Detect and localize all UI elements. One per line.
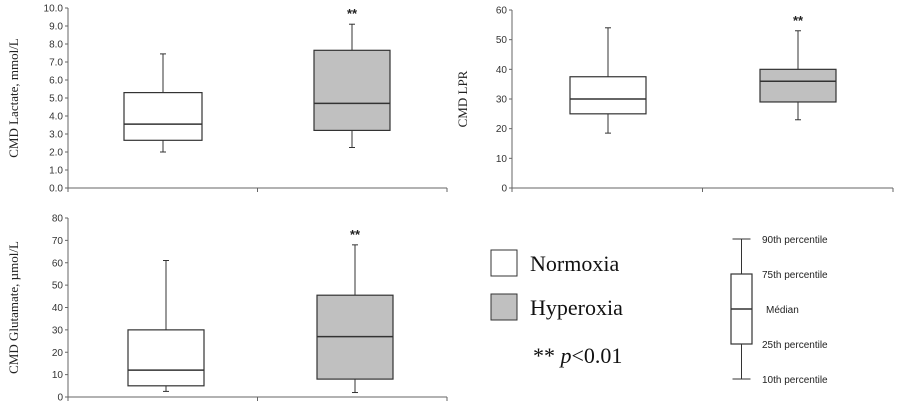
y-tick-label: 50	[496, 35, 508, 46]
y-tick-label: 40	[52, 303, 64, 314]
y-tick-label: 0.0	[49, 184, 63, 195]
y-tick-label: 10	[52, 370, 64, 381]
y-axis-label: CMD LPR	[455, 70, 470, 127]
y-axis-label: CMD Glutamate, µmol/L	[6, 241, 21, 374]
legend-swatch-hyperoxia	[490, 293, 518, 321]
iqr-box	[123, 91, 203, 141]
legend: Normoxia Hyperoxia ** p<0.01	[490, 249, 623, 368]
y-tick-label: 4.0	[49, 112, 63, 123]
y-tick-label: 20	[52, 348, 64, 359]
y-tick-label: 0	[57, 393, 63, 404]
y-tick-label: 70	[52, 236, 64, 247]
box-hyperoxia: **	[759, 13, 837, 121]
box-normoxia	[569, 27, 647, 134]
y-tick-label: 5.0	[49, 94, 63, 105]
y-tick-label: 80	[52, 214, 64, 225]
y-tick-label: 40	[496, 65, 508, 76]
y-tick-label: 1.0	[49, 166, 63, 177]
y-tick-label: 9.0	[49, 22, 63, 33]
panel-1: 0.0 1.0 2.0 3.0 4.0 5.0 6.0 7.0 8.0 9.0 10.0 CMD La…	[6, 4, 448, 195]
iqr-box	[759, 68, 837, 103]
y-tick-label: 30	[52, 325, 64, 336]
y-tick-label: 8.0	[49, 40, 63, 51]
iqr-box	[127, 329, 205, 387]
legend-label-normoxia: Normoxia	[530, 251, 619, 276]
panel-2: 0 10 20 30 40 50 60 CMD LPR **	[455, 6, 894, 195]
y-tick-label: 60	[496, 6, 508, 17]
box-normoxia	[123, 53, 203, 153]
y-tick-label: 6.0	[49, 76, 63, 87]
y-tick-label: 10	[496, 154, 508, 165]
box-normoxia	[127, 260, 205, 392]
box-hyperoxia: **	[316, 227, 394, 394]
significance-marker: **	[347, 6, 358, 21]
y-tick-label: 60	[52, 258, 64, 269]
panel-3: 0 10 20 30 40 50 60 70 80 CMD Glutamate, µmol/L **	[6, 214, 448, 404]
legend-swatch-normoxia	[490, 249, 518, 277]
box-hyperoxia: **	[313, 6, 391, 148]
significance-p: p	[559, 343, 572, 368]
y-tick-label: 3.0	[49, 130, 63, 141]
significance-note: ** p<0.01	[533, 343, 622, 368]
key-label-q1: 25th percentile	[762, 340, 828, 351]
significance-threshold: <0.01	[572, 343, 623, 368]
key-label-q3: 75th percentile	[762, 270, 828, 281]
significance-marker: **	[793, 13, 804, 28]
y-tick-label: 20	[496, 124, 508, 135]
key-label-p90: 90th percentile	[762, 235, 828, 246]
boxplot-key: 90th percentile 75th percentile Médian 25th…	[730, 235, 828, 386]
y-tick-label: 2.0	[49, 148, 63, 159]
key-label-median: Médian	[766, 305, 799, 316]
key-label-p10: 10th percentile	[762, 375, 828, 386]
y-tick-label: 30	[496, 95, 508, 106]
iqr-box	[313, 49, 391, 131]
y-tick-label: 0	[501, 184, 507, 195]
significance-marker: **	[350, 227, 361, 242]
y-tick-label: 10.0	[44, 4, 64, 15]
y-tick-label: 7.0	[49, 58, 63, 69]
significance-stars: **	[533, 343, 561, 368]
iqr-box	[569, 76, 647, 115]
legend-label-hyperoxia: Hyperoxia	[530, 295, 623, 320]
y-tick-label: 50	[52, 281, 64, 292]
y-axis-label: CMD Lactate, mmol/L	[6, 38, 21, 158]
